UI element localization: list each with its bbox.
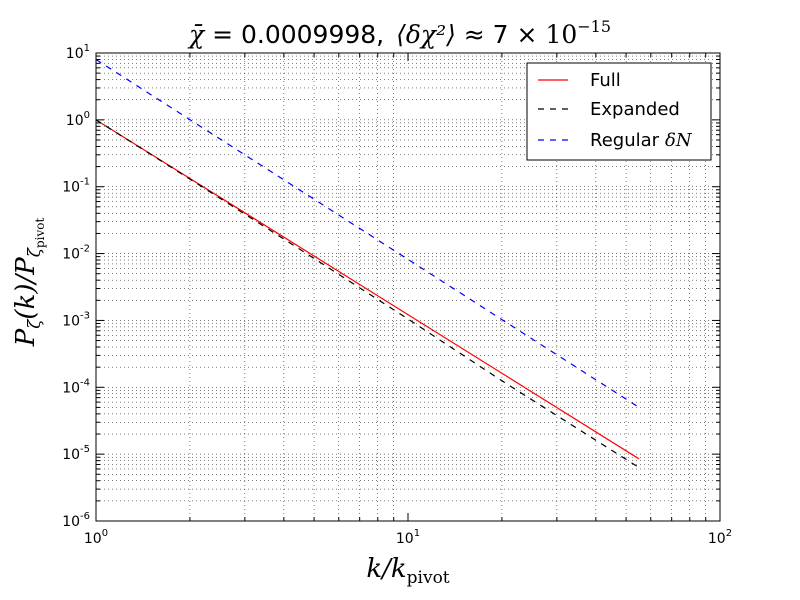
y-axis-label-sub2: ζ (25, 246, 45, 257)
title-power-exp: −15 (577, 17, 611, 36)
y-axis-label: Pζ(k)/Pζpivot (11, 218, 47, 348)
x-tick-label: 102 (708, 528, 732, 547)
x-axis-label-main: k/k (366, 554, 406, 584)
legend-label-regular-text: Regular (590, 130, 660, 151)
y-tick-label-exp: 1 (84, 43, 90, 54)
y-tick-label: 101 (66, 43, 90, 62)
legend-label-regular-math: δN (665, 130, 693, 151)
series-layer (95, 58, 640, 469)
y-axis-label-mid: (k)/P (11, 257, 41, 320)
y-tick-label: 10-2 (62, 244, 90, 263)
y-tick-label: 10-5 (62, 444, 90, 463)
title-chi-bar: χ̄ (187, 20, 206, 49)
tick-marks (95, 53, 720, 522)
grid-lines (96, 53, 720, 522)
y-tick-label-base: 10 (62, 514, 80, 530)
title-power-base: 10 (545, 20, 577, 49)
legend: Full Expanded Regular δN (526, 62, 712, 161)
y-tick-label-base: 10 (62, 380, 80, 396)
series-expanded-line (95, 119, 640, 469)
y-tick-label: 10-1 (62, 177, 90, 196)
y-tick-label-base: 10 (62, 313, 80, 329)
y-tick-label-exp: -1 (80, 177, 90, 188)
y-tick-label-base: 10 (62, 447, 80, 463)
legend-label-full: Full (590, 70, 621, 91)
y-tick-label-base: 10 (66, 113, 84, 129)
series-full-line (95, 119, 640, 460)
x-tick-label-base: 10 (396, 531, 414, 547)
x-tick-label-base: 10 (84, 531, 102, 547)
x-tick-label: 101 (396, 528, 420, 547)
chart-title: χ̄ = 0.0009998, ⟨δχ²⟩ ≈ 7 × 10−15 (187, 17, 611, 49)
title-chi-value: = 0.0009998, (204, 20, 384, 49)
x-tick-label-exp: 0 (102, 528, 108, 539)
legend-label-regular: Regular δN (590, 130, 693, 151)
legend-box (526, 62, 712, 161)
title-delta-chi-sq: ⟨δχ²⟩ (396, 20, 456, 49)
legend-label-expanded: Expanded (590, 99, 680, 120)
x-tick-label-exp: 2 (726, 528, 732, 539)
y-tick-label-exp: -3 (80, 310, 90, 321)
y-tick-label-exp: 0 (84, 110, 90, 121)
y-tick-label-base: 10 (62, 180, 80, 196)
x-axis-label-sub: pivot (407, 568, 450, 588)
x-axis-label: k/kpivot (366, 554, 449, 588)
y-tick-label-exp: -2 (80, 244, 90, 255)
y-tick-label: 100 (66, 110, 90, 129)
title-approx: ≈ 7 × (456, 20, 546, 49)
y-tick-label: 10-4 (62, 377, 90, 396)
y-tick-label-exp: -5 (80, 444, 90, 455)
x-tick-label-base: 10 (708, 531, 726, 547)
y-tick-label-exp: -6 (80, 511, 90, 522)
y-tick-label: 10-6 (62, 511, 90, 530)
y-axis-label-main: P (11, 328, 41, 347)
y-tick-label-base: 10 (66, 46, 84, 62)
y-tick-label-base: 10 (62, 247, 80, 263)
y-tick-label-exp: -4 (80, 377, 90, 388)
x-tick-label-exp: 1 (414, 528, 420, 539)
y-tick-label: 10-3 (62, 310, 90, 329)
y-axis-label-sub3: pivot (33, 218, 47, 249)
y-axis-label-sub1: ζ (25, 318, 45, 329)
x-tick-label: 100 (84, 528, 108, 547)
